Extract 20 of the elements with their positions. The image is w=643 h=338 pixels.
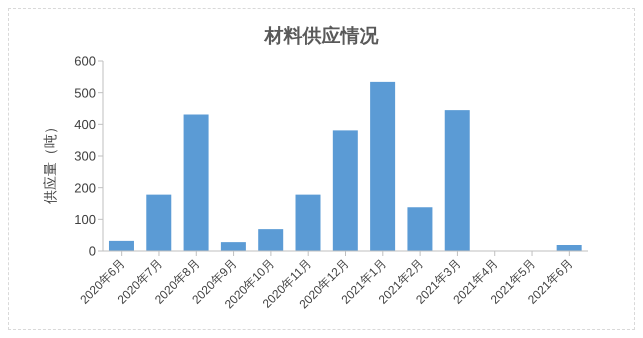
y-tick-label: 400 — [74, 116, 96, 132]
bar — [108, 240, 134, 251]
bar — [146, 194, 172, 251]
bar — [556, 244, 582, 251]
bar — [332, 130, 358, 251]
bar — [220, 242, 246, 251]
y-tick-label: 500 — [74, 85, 96, 100]
bar — [444, 110, 470, 251]
bar — [184, 114, 209, 251]
bar — [370, 82, 396, 251]
bar — [296, 194, 321, 251]
y-tick-label: 600 — [74, 54, 96, 69]
chart-title: 材料供应情况 — [262, 24, 380, 49]
y-tick-label: 300 — [74, 148, 96, 164]
y-tick-label: 100 — [74, 212, 96, 227]
y-tick-label: 200 — [74, 180, 96, 196]
y-axis-title: 供应量（吨） — [42, 120, 59, 204]
bar — [258, 229, 284, 251]
y-tick-label: 0 — [88, 244, 96, 259]
bar — [407, 207, 432, 251]
